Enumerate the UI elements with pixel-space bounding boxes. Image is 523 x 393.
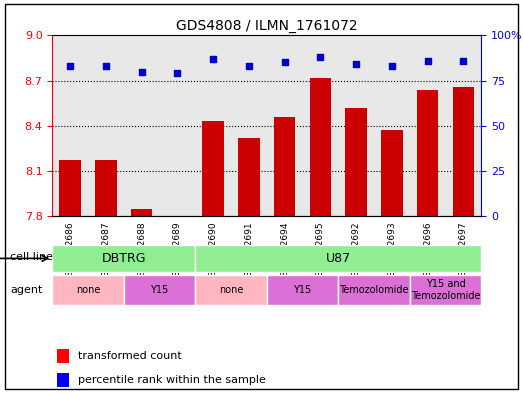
Bar xyxy=(417,90,438,216)
Point xyxy=(101,63,110,69)
Point xyxy=(173,70,181,77)
Bar xyxy=(95,160,117,216)
Text: transformed count: transformed count xyxy=(78,351,182,361)
Bar xyxy=(274,117,295,216)
Point xyxy=(138,68,146,75)
Text: none: none xyxy=(76,285,100,295)
FancyBboxPatch shape xyxy=(195,275,267,305)
Bar xyxy=(452,86,474,216)
Text: agent: agent xyxy=(10,285,43,295)
Bar xyxy=(345,108,367,216)
Bar xyxy=(238,138,259,216)
Bar xyxy=(131,209,152,216)
FancyBboxPatch shape xyxy=(124,275,195,305)
FancyBboxPatch shape xyxy=(267,275,338,305)
Point xyxy=(352,61,360,68)
Point xyxy=(459,57,468,64)
Bar xyxy=(381,130,403,216)
Text: U87: U87 xyxy=(326,252,351,265)
Text: none: none xyxy=(219,285,243,295)
Bar xyxy=(202,121,224,216)
FancyBboxPatch shape xyxy=(338,275,410,305)
FancyBboxPatch shape xyxy=(52,245,195,272)
FancyBboxPatch shape xyxy=(52,275,124,305)
Point xyxy=(280,59,289,66)
Text: Temozolomide: Temozolomide xyxy=(339,285,408,295)
Text: percentile rank within the sample: percentile rank within the sample xyxy=(78,375,266,385)
Bar xyxy=(60,160,81,216)
Point xyxy=(245,63,253,69)
FancyBboxPatch shape xyxy=(410,275,481,305)
Point xyxy=(316,54,324,60)
Bar xyxy=(56,373,70,387)
Point xyxy=(388,63,396,69)
Bar xyxy=(310,77,331,216)
Bar xyxy=(56,349,70,363)
Title: GDS4808 / ILMN_1761072: GDS4808 / ILMN_1761072 xyxy=(176,19,358,33)
Point xyxy=(209,56,217,62)
Text: Y15 and
Temozolomide: Y15 and Temozolomide xyxy=(411,279,480,301)
Text: DBTRG: DBTRG xyxy=(101,252,146,265)
Point xyxy=(66,63,74,69)
Text: Y15: Y15 xyxy=(151,285,168,295)
Text: Y15: Y15 xyxy=(293,285,312,295)
Text: cell line: cell line xyxy=(10,252,53,263)
Point xyxy=(423,57,431,64)
FancyBboxPatch shape xyxy=(195,245,481,272)
